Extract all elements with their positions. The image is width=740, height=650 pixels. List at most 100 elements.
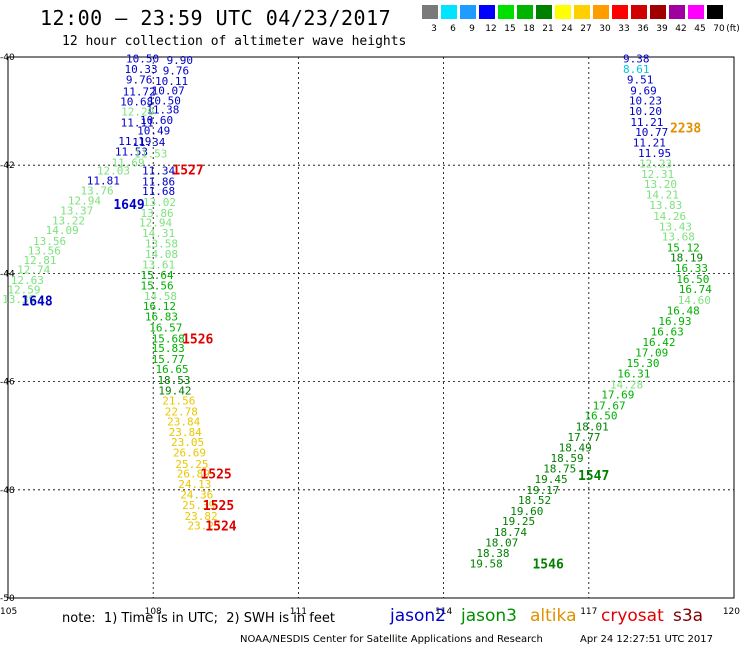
scale-swatch-9: [460, 5, 476, 19]
wave-height-value: 15.12: [667, 241, 700, 254]
wave-height-value: 13.56: [33, 235, 66, 248]
wave-height-value: 14.08: [145, 248, 178, 261]
scale-swatch-15: [498, 5, 514, 19]
wave-height-value: 16.65: [156, 363, 189, 376]
map-ticks: 105 108 111 114 117 120 -40 -42 -44 -46 -48 -50: [0, 53, 740, 617]
wave-height-value: 10.50: [148, 94, 181, 107]
wave-height-value: 13.83: [649, 199, 682, 212]
scale-swatch-3: [422, 5, 438, 19]
wave-height-value: 18.19: [670, 252, 703, 265]
wave-height-value: 18.07: [485, 536, 518, 549]
wave-height-value: 18.59: [550, 452, 583, 465]
wave-height-value: 9.90: [167, 54, 194, 67]
wave-height-value: 15.30: [626, 357, 659, 370]
wave-height-value: 13.68: [662, 231, 695, 244]
wave-height-value: 14.28: [610, 378, 643, 391]
wave-height-value: 12.63: [11, 274, 44, 287]
wave-height-value: 9.76: [163, 65, 190, 78]
wave-height-value: 12.94: [139, 217, 172, 230]
generated-time: Apr 24 12:27:51 UTC 2017: [580, 634, 713, 645]
wave-height-value: 13.22: [52, 214, 85, 227]
wave-height-value: 10.20: [629, 105, 662, 118]
wave-height-value: 16.33: [675, 262, 708, 275]
satellite-legend-altika: altika: [530, 606, 577, 626]
footer-note: note: 1) Time is in UTC; 2) SWH is in fe…: [62, 611, 335, 626]
wave-height-value: 11.53: [134, 147, 167, 160]
scale-label-33: 33: [618, 24, 630, 34]
page-title: 12:00 – 23:59 UTC 04/23/2017: [40, 6, 392, 30]
wave-height-value: 13.61: [142, 259, 175, 272]
wave-height-value: 13.20: [644, 178, 677, 191]
scale-swatch-12: [479, 5, 495, 19]
scale-label-42: 42: [675, 24, 687, 34]
scale-label-12: 12: [485, 24, 497, 34]
satellite-legend-s3a: s3a: [673, 606, 704, 626]
wave-height-value: 12.31: [641, 168, 674, 181]
wave-height-value: 9.76: [126, 74, 153, 87]
lat-tick-label: -44: [0, 269, 15, 279]
wave-height-value: 14.09: [46, 224, 79, 237]
lon-tick-label: 111: [290, 607, 307, 617]
wave-height-value: 19.58: [470, 557, 503, 570]
lat-tick-label: -46: [0, 378, 15, 388]
wave-height-value: 23.82: [185, 510, 218, 523]
wave-height-value: 15.83: [152, 342, 185, 355]
wave-height-value: 23.23: [187, 520, 220, 533]
wave-height-value: 9.69: [630, 85, 657, 98]
wave-height-value: 16.50: [676, 273, 709, 286]
wave-height-value: 11.21: [633, 136, 666, 149]
wave-height-value: 10.23: [629, 94, 662, 107]
lat-tick-label: -42: [0, 161, 15, 171]
wave-height-value: 16.50: [584, 410, 617, 423]
wave-height-value: 18.01: [576, 421, 609, 434]
wave-height-value: 19.25: [502, 515, 535, 528]
wave-height-value: 9.38: [623, 53, 650, 66]
wave-height-value: 11.21: [630, 116, 663, 129]
pass-time-label: 1648: [21, 294, 52, 309]
wave-height-value: 25.39: [182, 499, 215, 512]
wave-height-value: 12.59: [7, 284, 40, 297]
pass-time-label: 1525: [203, 499, 234, 514]
wave-height-value: 19.17: [526, 484, 559, 497]
wave-height-value: 14.31: [142, 227, 175, 240]
wave-height-value: 18.53: [157, 374, 190, 387]
wave-height-value: 17.77: [567, 431, 600, 444]
wave-height-value: 15.68: [152, 332, 185, 345]
scale-swatch-70: [707, 5, 723, 19]
satellite-legend-jason2: jason2: [390, 606, 446, 626]
lat-tick-label: -50: [0, 594, 15, 604]
pass-time-label: 1547: [578, 469, 609, 484]
wave-height-value: 10.50: [126, 53, 159, 66]
scale-label-9: 9: [469, 24, 475, 34]
scale-swatch-24: [555, 5, 571, 19]
satellite-legend-cryosat: cryosat: [601, 606, 664, 626]
scale-label-27: 27: [580, 24, 592, 34]
map-frame: [7, 56, 735, 599]
scale-label-3: 3: [431, 24, 437, 34]
scale-label-24: 24: [561, 24, 573, 34]
wave-height-value: 14.21: [646, 188, 679, 201]
scale-swatch-33: [612, 5, 628, 19]
wave-height-value: 13.76: [80, 185, 113, 198]
wave-height-value: 24.13: [178, 478, 211, 491]
scale-swatch-6: [441, 5, 457, 19]
scale-label-30: 30: [599, 24, 611, 34]
wave-height-value: 17.69: [601, 389, 634, 402]
wave-height-value: 23.05: [171, 436, 204, 449]
wave-height-value: 12.94: [68, 194, 101, 207]
pass-time-label: 1546: [532, 557, 563, 572]
scale-label-15: 15: [504, 24, 516, 34]
wave-height-value: 15.64: [141, 269, 174, 282]
wave-height-value: 13.43: [659, 220, 692, 233]
scale-swatch-18: [517, 5, 533, 19]
map-grid: [7, 56, 735, 599]
wave-height-value: 11.53: [115, 146, 148, 159]
wave-height-value: 14.60: [678, 294, 711, 307]
scale-label-45: 45: [694, 24, 706, 34]
scale-swatch-39: [650, 5, 666, 19]
wave-height-value: 12.74: [17, 264, 50, 277]
wave-height-value: 16.63: [651, 325, 684, 338]
wave-height-value: 18.49: [559, 442, 592, 455]
wave-height-value: 13.86: [141, 207, 174, 220]
